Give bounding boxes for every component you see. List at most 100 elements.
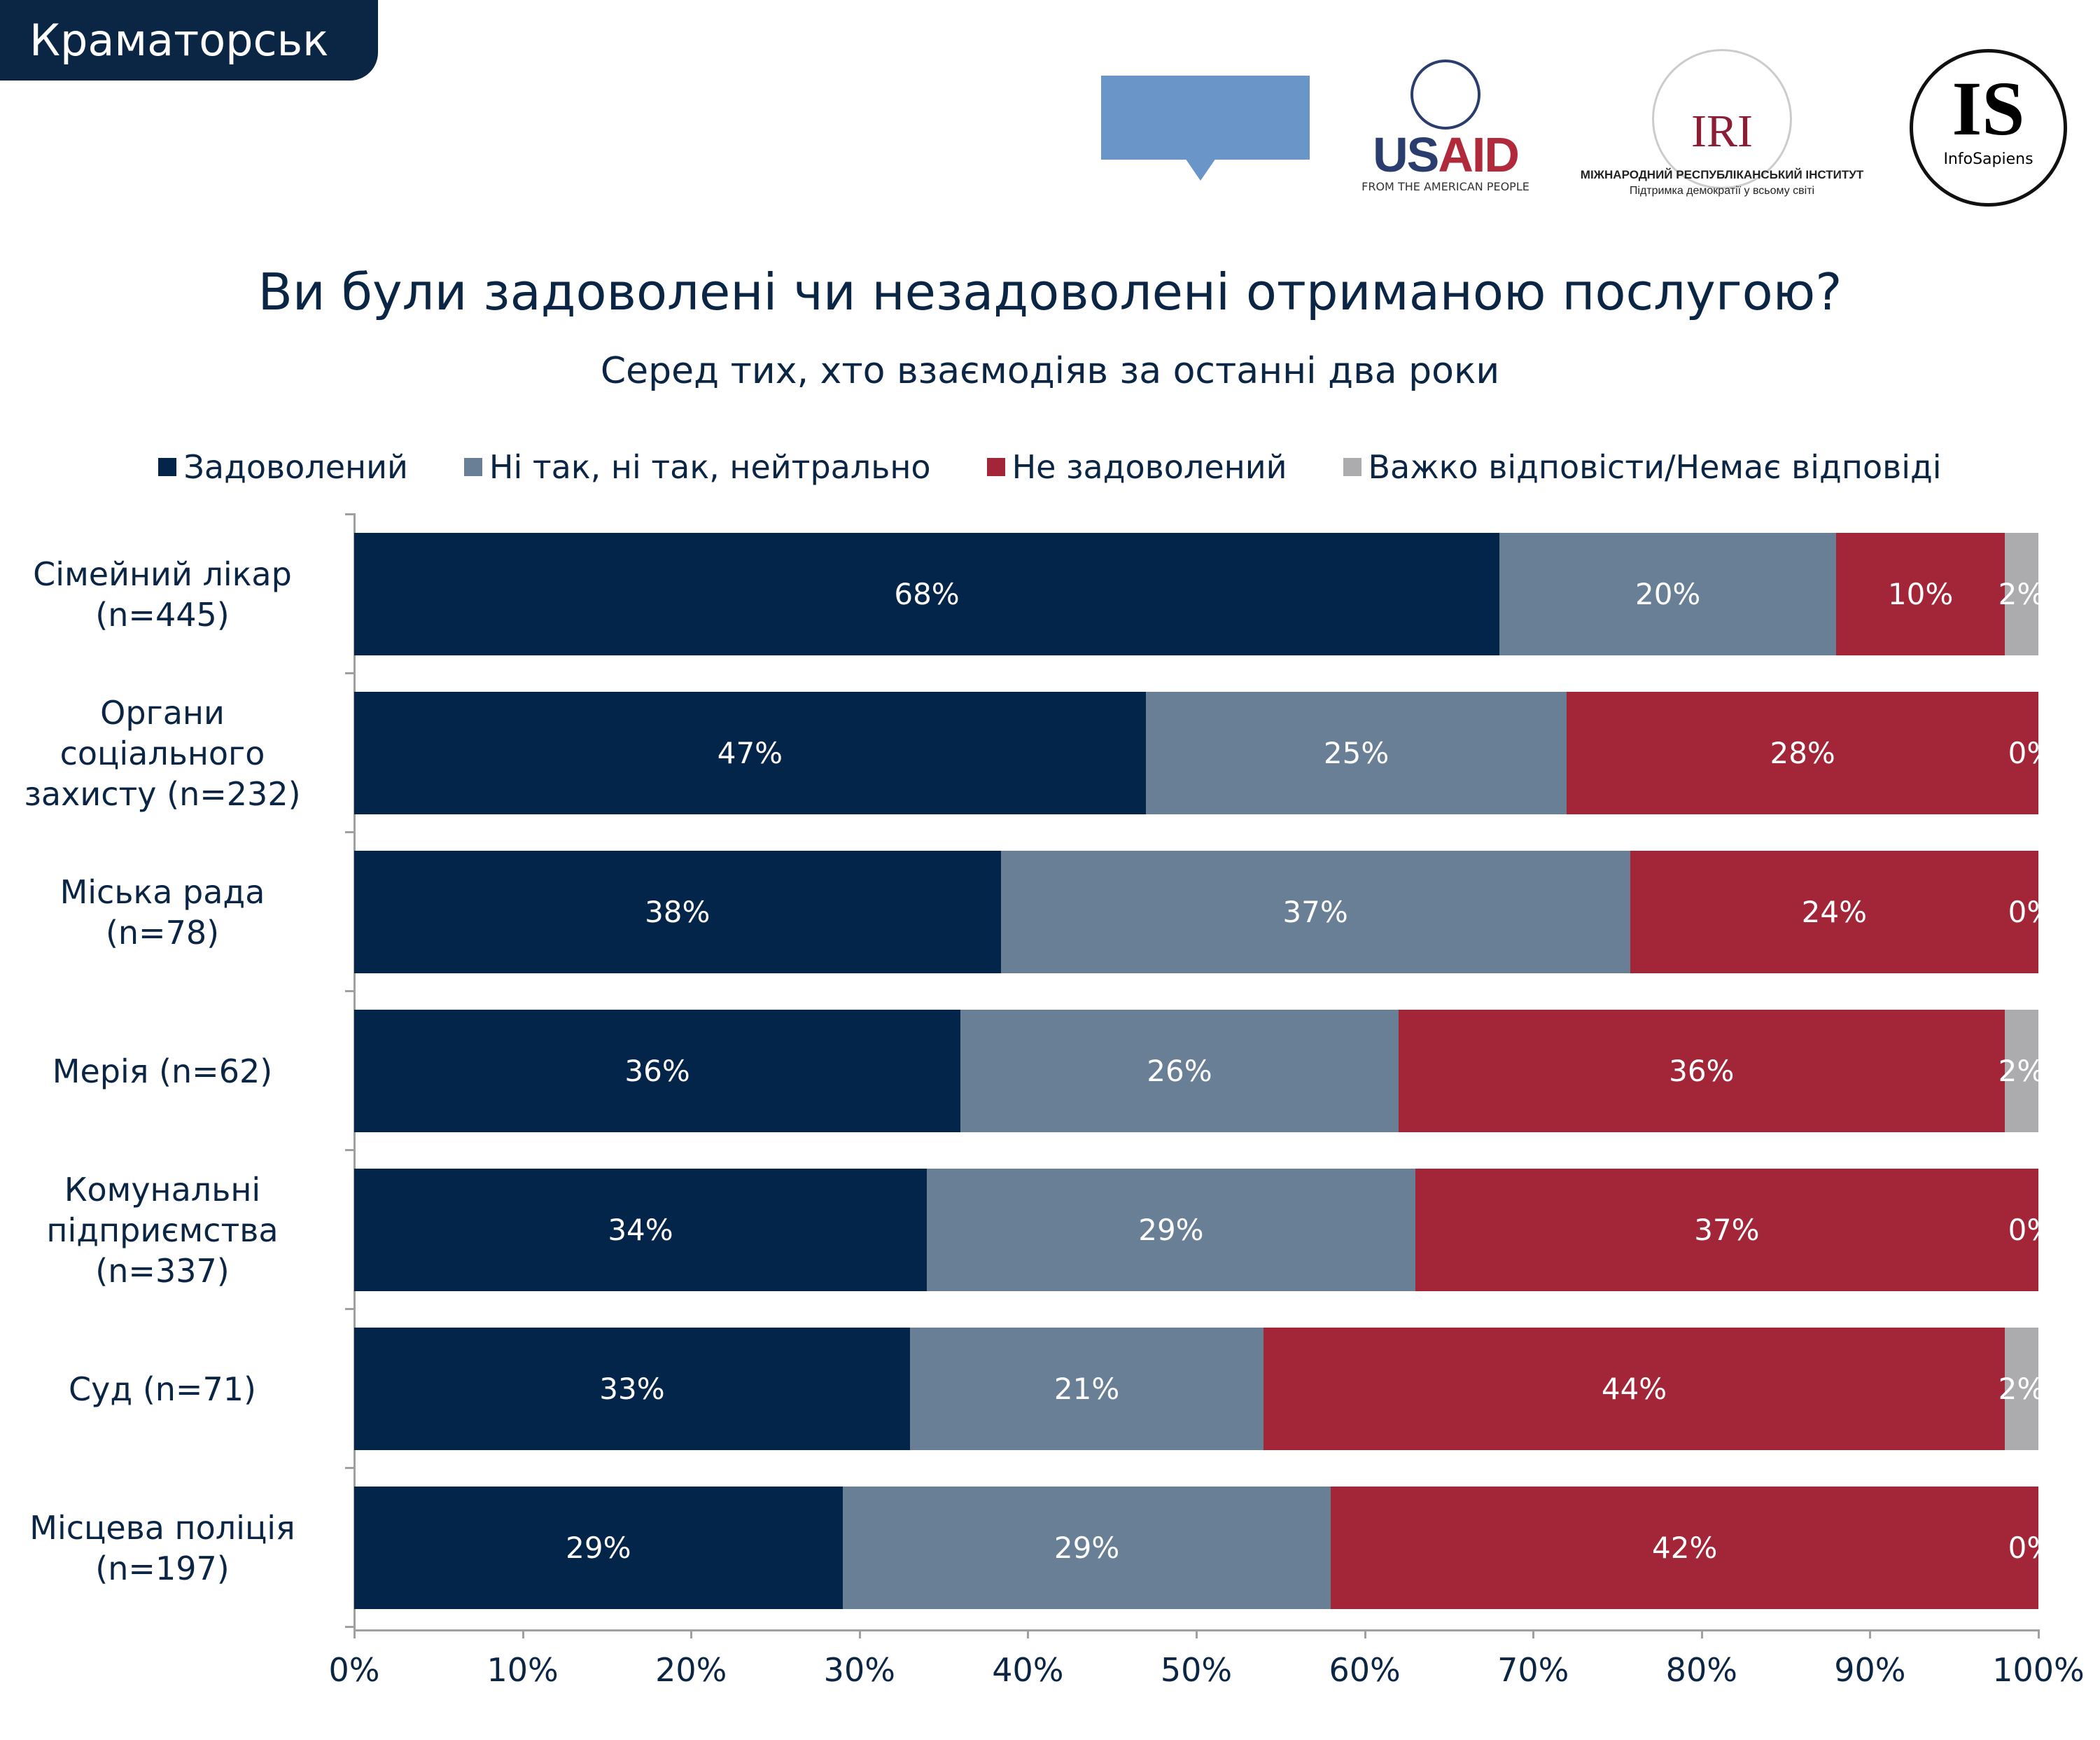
y-axis-tick: [345, 672, 354, 674]
data-label: 2%: [1998, 1372, 2038, 1406]
data-label: 29%: [1054, 1531, 1120, 1565]
legend-item: Ні так, ні так, нейтрально: [463, 448, 931, 486]
y-axis-tick: [345, 1149, 354, 1151]
data-label: 0%: [2008, 1531, 2038, 1565]
data-label: 37%: [1282, 895, 1348, 929]
x-tick-label: 70%: [1497, 1651, 1569, 1689]
data-label: 44%: [1601, 1372, 1667, 1406]
x-tick-label: 30%: [823, 1651, 895, 1689]
bar-segment: [354, 1328, 910, 1450]
data-label: 26%: [1147, 1054, 1212, 1088]
data-label: 36%: [1669, 1054, 1735, 1088]
y-axis-tick: [345, 513, 354, 515]
data-label: 0%: [2008, 1213, 2038, 1247]
bar-segment: [842, 1487, 1331, 1609]
x-axis-tick: [522, 1629, 524, 1638]
bar-segment: [354, 1010, 961, 1132]
data-label: 2%: [1998, 1054, 2038, 1088]
legend: Задоволений Ні так, ні так, нейтрально Не …: [0, 448, 2100, 486]
x-axis-tick: [1196, 1629, 1198, 1638]
bar-segment: [2004, 533, 2038, 655]
x-axis-tick: [1869, 1629, 1872, 1638]
data-label: 34%: [608, 1213, 673, 1247]
legend-label: Важко відповісти/Немає відповіді: [1368, 448, 1942, 486]
bar-segment: [1499, 533, 1837, 655]
bar-segment: [1331, 1487, 2038, 1609]
bar-segment: [1264, 1328, 2005, 1450]
iri-logo: IRI МІЖНАРОДНИЙ РЕСПУБЛІКАНСЬКИЙ ІНСТИТУ…: [1564, 49, 1879, 203]
bar-segment: [2004, 1010, 2038, 1132]
globe-icon: [1652, 49, 1792, 189]
data-label: 2%: [1998, 577, 2038, 611]
y-axis-tick: [345, 831, 354, 833]
infosapiens-logo: IS InfoSapiens: [1910, 49, 2067, 207]
bar-segment: [1836, 533, 2005, 655]
data-label: 0%: [2008, 895, 2038, 929]
usaid-logo: USAID FROM THE AMERICAN PEOPLE: [1354, 60, 1536, 207]
usaid-subtitle: FROM THE AMERICAN PEOPLE: [1362, 180, 1530, 193]
data-label: 38%: [645, 895, 710, 929]
category-label: Міська рада (n=78): [59, 872, 265, 952]
x-tick-label: 20%: [655, 1651, 727, 1689]
x-tick-label: 90%: [1834, 1651, 1906, 1689]
y-axis-tick: [345, 990, 354, 992]
bar-segment: [354, 533, 1500, 655]
x-axis-tick: [354, 1629, 356, 1638]
usaid-seal-icon: [1410, 60, 1480, 130]
data-label: 68%: [894, 577, 960, 611]
legend-swatch: [986, 458, 1005, 476]
category-label: Комунальні підприємства (n=337): [46, 1170, 279, 1290]
data-label: 0%: [2008, 736, 2038, 770]
x-tick-label: 80%: [1665, 1651, 1737, 1689]
x-tick-label: 40%: [992, 1651, 1064, 1689]
bar-segment: [354, 692, 1146, 814]
legend-item: Важко відповісти/Немає відповіді: [1343, 448, 1942, 486]
bar-segment: [909, 1328, 1264, 1450]
x-tick-label: 10%: [486, 1651, 559, 1689]
legend-swatch: [463, 458, 482, 476]
x-tick-label: 0%: [328, 1651, 380, 1689]
data-label: 36%: [624, 1054, 690, 1088]
legend-item: Задоволений: [158, 448, 408, 486]
category-label: Органи соціального захисту (n=232): [24, 693, 301, 813]
bar-segment: [2004, 1328, 2038, 1450]
category-label: Місцева поліція (n=197): [29, 1508, 295, 1587]
data-label: 20%: [1634, 577, 1701, 611]
legend-swatch: [158, 458, 177, 476]
data-label: 28%: [1770, 736, 1835, 770]
bar-segment: [927, 1169, 1415, 1291]
bar-segment: [1398, 1010, 2005, 1132]
legend-label: Ні так, ні так, нейтрально: [489, 448, 931, 486]
data-label: 33%: [599, 1372, 665, 1406]
plot-area: 68% 20% 10% 2% 47% 25% 28% 0% 38% 37% 24% 0% 36% 26% 3…: [354, 513, 2038, 1629]
data-label: 25%: [1323, 736, 1390, 770]
x-axis-tick: [1364, 1629, 1366, 1638]
chart-title: Ви були задоволені чи незадоволені отрим…: [258, 263, 1842, 321]
legend-label: Задоволений: [183, 448, 408, 486]
city-tab: Краматорськ: [0, 0, 378, 81]
bar-segment: [1415, 1169, 2038, 1291]
bar-segment: [1630, 851, 2038, 973]
bar-segment: [960, 1010, 1399, 1132]
x-tick-label: 100%: [1992, 1651, 2085, 1689]
bar-segment: [1567, 692, 2038, 814]
bar-segment: [354, 851, 1001, 973]
bar-segment: [1000, 851, 1630, 973]
bar-segment: [354, 1487, 843, 1609]
data-label: 24%: [1801, 895, 1868, 929]
legend-swatch: [1343, 458, 1362, 476]
zn-ua-logo: [1101, 76, 1310, 181]
y-axis-tick: [345, 1467, 354, 1469]
y-axis-tick: [345, 1626, 354, 1628]
legend-item: Не задоволений: [986, 448, 1287, 486]
category-label: Сімейний лікар (n=445): [33, 555, 292, 634]
bar-segment: [1145, 692, 1567, 814]
x-axis-tick: [858, 1629, 861, 1638]
x-tick-label: 50%: [1160, 1651, 1233, 1689]
data-label: 42%: [1652, 1531, 1718, 1565]
legend-label: Не задоволений: [1011, 448, 1287, 486]
data-label: 37%: [1694, 1213, 1760, 1247]
category-label: Мерія (n=62): [52, 1052, 273, 1090]
bar-segment: [354, 1169, 927, 1291]
x-axis-tick: [1027, 1629, 1030, 1638]
